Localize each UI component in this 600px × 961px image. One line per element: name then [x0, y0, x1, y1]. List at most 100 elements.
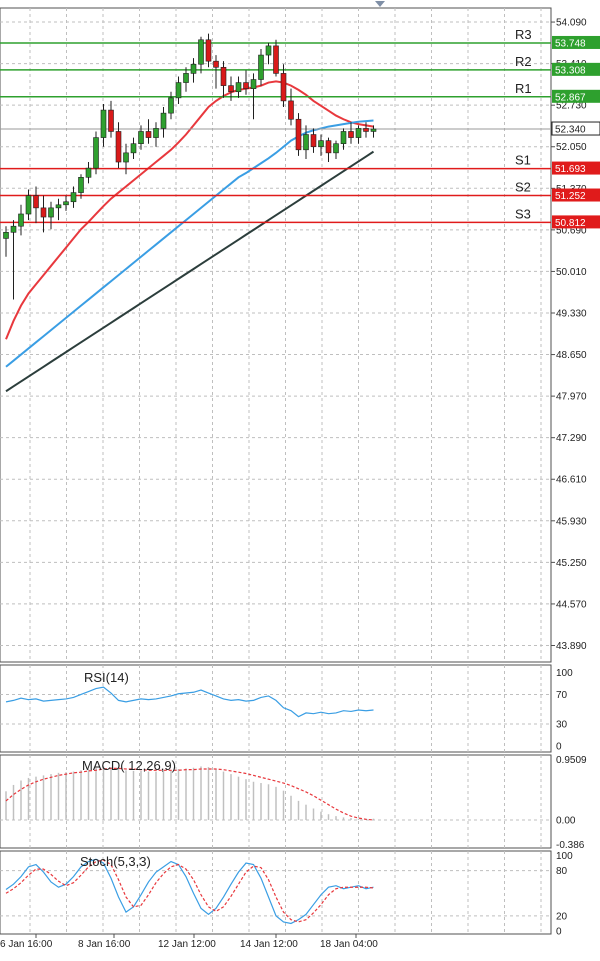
rsi-title: RSI(14): [84, 670, 129, 685]
level-price-badge: [552, 62, 600, 76]
stoch-tick-label: 80: [556, 866, 568, 877]
macd-tick-label: -0.386: [556, 840, 585, 851]
price-tick-label: 44.570: [556, 599, 587, 610]
candle-body: [25, 195, 32, 215]
macd-tick-label: 0.9509: [556, 755, 587, 766]
candle-body: [348, 131, 354, 138]
macd-signal-line: [5, 767, 374, 821]
candle-body: [198, 39, 204, 65]
candle-body: [93, 137, 99, 169]
stoch-tick-label: 0: [556, 926, 562, 937]
candle-body: [63, 201, 69, 206]
candle-body: [168, 97, 174, 114]
candle-body: [363, 128, 369, 132]
level-price-badge: [552, 161, 600, 175]
candle-body: [288, 100, 294, 120]
macd-tick-label: 0.00: [556, 815, 576, 826]
price-tick-label: 46.610: [556, 475, 587, 486]
candle-body: [48, 207, 54, 218]
level-name-s3: S3: [515, 206, 531, 221]
candle-body: [258, 54, 264, 80]
macd-title: MACD( 12,26,9): [82, 758, 176, 773]
level-price-badge: [552, 188, 600, 202]
x-axis-label: 12 Jan 12:00: [158, 939, 216, 950]
level-price-label: 51.693: [555, 164, 586, 175]
level-price-label: 50.812: [555, 218, 586, 229]
candle-body: [273, 45, 279, 74]
candle-body: [160, 112, 167, 129]
candle-body: [183, 73, 189, 83]
candle-body: [250, 79, 257, 89]
stoch-title: Stoch(5,3,3): [80, 854, 151, 869]
rsi-tick-label: 70: [556, 690, 568, 701]
current-price-label: 52.340: [555, 125, 586, 136]
rsi-tick-label: 0: [556, 742, 562, 753]
candle-body: [228, 85, 234, 93]
candle-body: [123, 152, 129, 163]
rsi-tick-label: 30: [556, 719, 568, 730]
level-price-label: 53.748: [555, 38, 586, 49]
price-tick-label: 45.250: [556, 558, 587, 569]
candle-body: [235, 82, 242, 93]
candle-body: [265, 45, 272, 56]
moving-average-line-1: [5, 80, 374, 340]
rsi-panel-frame: [0, 664, 552, 753]
candle-body: [10, 225, 17, 233]
rsi-tick-label: 100: [556, 668, 573, 679]
stoch-signal-line: [5, 859, 374, 923]
price-tick-label: 48.650: [556, 350, 587, 361]
x-axis-label: 8 Jan 16:00: [78, 939, 131, 950]
level-name-r3: R3: [515, 27, 532, 42]
price-tick-label: 49.330: [556, 308, 587, 319]
scroll-marker-icon: [375, 1, 385, 7]
candle-body: [340, 131, 347, 144]
price-tick-label: 47.970: [556, 392, 587, 403]
candle-body: [40, 207, 47, 218]
candle-body: [70, 192, 77, 203]
candle-body: [138, 131, 144, 144]
level-price-label: 51.252: [555, 191, 586, 202]
level-price-label: 52.867: [555, 92, 586, 103]
candle-body: [303, 134, 309, 151]
candle-body: [243, 82, 249, 89]
candle-body: [295, 118, 302, 151]
level-name-r1: R1: [515, 81, 532, 96]
stoch-tick-label: 20: [556, 911, 568, 922]
level-price-label: 53.308: [555, 65, 586, 76]
candle-body: [213, 60, 219, 68]
x-axis-label: 6 Jan 16:00: [0, 939, 53, 950]
candle-body: [153, 128, 159, 138]
level-name-s1: S1: [515, 153, 531, 168]
price-tick-label: 54.090: [556, 18, 587, 29]
candle-body: [318, 140, 324, 148]
candle-body: [175, 82, 182, 99]
candle-body: [333, 143, 339, 154]
stoch-tick-label: 100: [556, 851, 573, 862]
candle-body: [370, 128, 377, 132]
price-tick-label: 47.290: [556, 433, 587, 444]
candle-body: [220, 66, 227, 86]
price-tick-label: 52.730: [556, 101, 587, 112]
candle-body: [130, 143, 137, 154]
price-tick-label: 50.690: [556, 225, 587, 236]
stoch-main-line: [5, 858, 374, 925]
level-name-s2: S2: [515, 180, 531, 195]
candle-body: [310, 134, 317, 148]
current-price-badge: [551, 121, 600, 136]
x-axis-label: 14 Jan 12:00: [240, 939, 298, 950]
candle-body: [325, 140, 332, 154]
price-tick-label: 45.930: [556, 516, 587, 527]
candle-body: [280, 73, 287, 102]
candle-body: [85, 167, 92, 178]
moving-average-line-3: [5, 150, 375, 393]
level-price-badge: [552, 89, 600, 103]
x-axis-label: 18 Jan 04:00: [320, 939, 378, 950]
price-tick-label: 52.050: [556, 142, 587, 153]
candle-body: [355, 128, 362, 138]
candle-body: [190, 63, 197, 74]
candle-body: [78, 177, 84, 193]
candle-body: [100, 109, 107, 138]
level-name-r2: R2: [515, 54, 532, 69]
